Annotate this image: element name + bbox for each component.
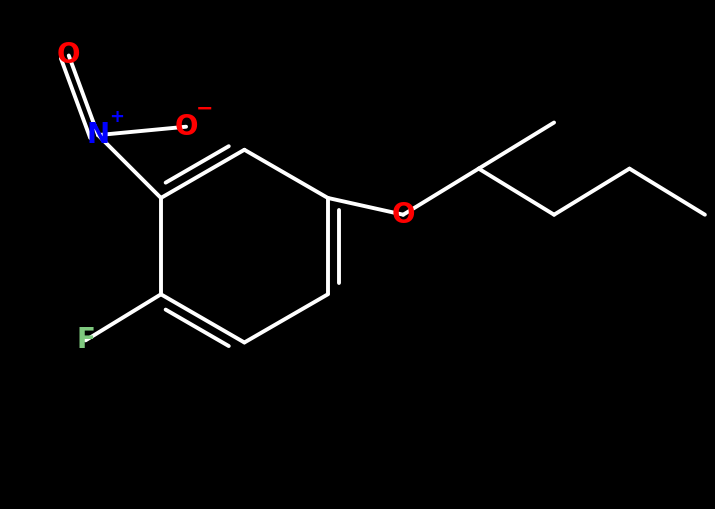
Text: N: N bbox=[87, 121, 109, 149]
Text: F: F bbox=[76, 326, 95, 354]
Text: O: O bbox=[392, 201, 415, 229]
Text: −: − bbox=[196, 98, 213, 118]
Text: +: + bbox=[109, 108, 124, 126]
Text: O: O bbox=[57, 42, 81, 70]
Text: O: O bbox=[174, 112, 198, 140]
